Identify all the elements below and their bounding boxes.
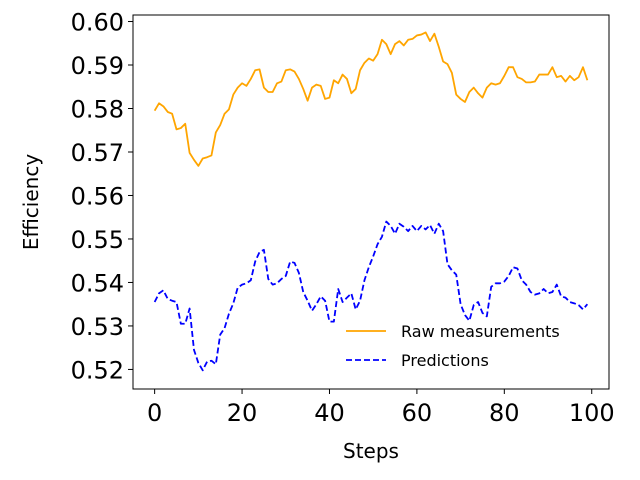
- y-tick-label: 0.52: [71, 356, 124, 384]
- y-tick-label: 0.53: [71, 313, 124, 341]
- y-tick-label: 0.58: [71, 96, 124, 124]
- x-tick-label: 60: [402, 399, 433, 427]
- y-tick-label: 0.57: [71, 139, 124, 167]
- y-tick-label: 0.60: [71, 9, 124, 37]
- y-tick-label: 0.54: [71, 269, 124, 297]
- series-line-1: [153, 31, 589, 167]
- x-tick-label: 100: [569, 399, 615, 427]
- x-tick-label: 80: [489, 399, 520, 427]
- y-axis-label: Efficiency: [19, 154, 43, 251]
- y-tick-label: 0.59: [71, 52, 124, 80]
- plot-lines: [153, 31, 589, 372]
- legend: Raw measurements Predictions: [346, 322, 560, 370]
- legend-label-1: Raw measurements: [401, 322, 560, 341]
- x-axis-label: Steps: [343, 439, 399, 463]
- x-tick-label: 0: [147, 399, 162, 427]
- y-tick-label: 0.55: [71, 226, 124, 254]
- y-axis: 0.52 0.53 0.54 0.55 0.56 0.57 0.58 0.59 0.60: [71, 9, 133, 384]
- legend-label-2: Predictions: [401, 351, 489, 370]
- series-line-2: [153, 220, 589, 372]
- plot-frame: [132, 14, 610, 390]
- y-tick-label: 0.56: [71, 182, 124, 210]
- x-tick-label: 40: [314, 399, 345, 427]
- x-tick-label: 20: [227, 399, 258, 427]
- x-axis: 0 20 40 60 80 100: [147, 389, 615, 427]
